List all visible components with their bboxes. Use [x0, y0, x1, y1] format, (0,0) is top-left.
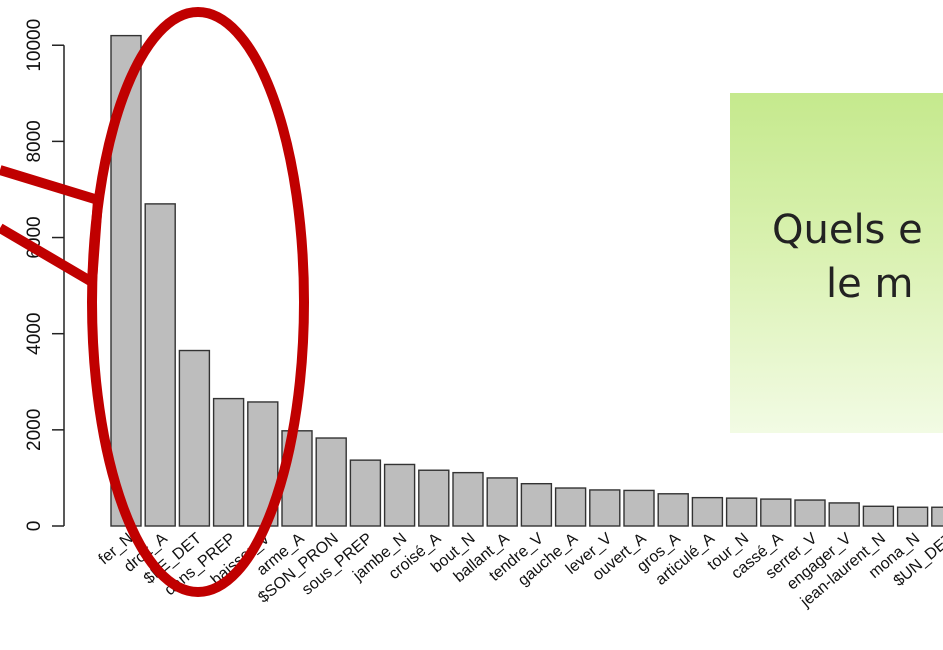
x-tick-labels: fer_Ndroit_A$LE_DETdans_PREPbaisser_Varm…: [96, 530, 943, 611]
y-tick-label: 4000: [24, 313, 45, 355]
callout-box: Quels e le m: [730, 93, 943, 433]
y-tick-label: 0: [24, 521, 45, 532]
bar: [657, 493, 689, 527]
bar: [691, 496, 724, 527]
bar: [725, 497, 758, 527]
callout-text: Quels e le m: [772, 203, 943, 311]
bar: [144, 203, 176, 527]
bar: [794, 499, 826, 527]
y-tick-label: 2000: [24, 409, 45, 451]
annotations: [0, 7, 309, 597]
bar: [178, 349, 211, 527]
y-tick-label: 8000: [24, 120, 45, 162]
bar: [520, 482, 553, 527]
bar: [315, 437, 347, 527]
bar: [931, 506, 943, 527]
bar: [383, 463, 416, 527]
bar: [862, 505, 895, 527]
bar: [623, 489, 655, 527]
bar: [212, 397, 245, 527]
callout-arrow-line: [0, 165, 103, 287]
callout-line-2: le m: [826, 261, 914, 307]
bar: [452, 471, 484, 527]
bar: [349, 459, 382, 527]
highlight-ellipse: [87, 7, 309, 597]
bar: [554, 487, 587, 527]
callout-line-1: Quels e: [772, 207, 923, 253]
bar: [828, 502, 860, 527]
bar: [589, 489, 621, 527]
bar: [418, 469, 450, 527]
y-tick-label: 10000: [24, 19, 45, 72]
bar: [486, 477, 518, 527]
bar: [760, 498, 792, 527]
bar: [896, 506, 929, 527]
